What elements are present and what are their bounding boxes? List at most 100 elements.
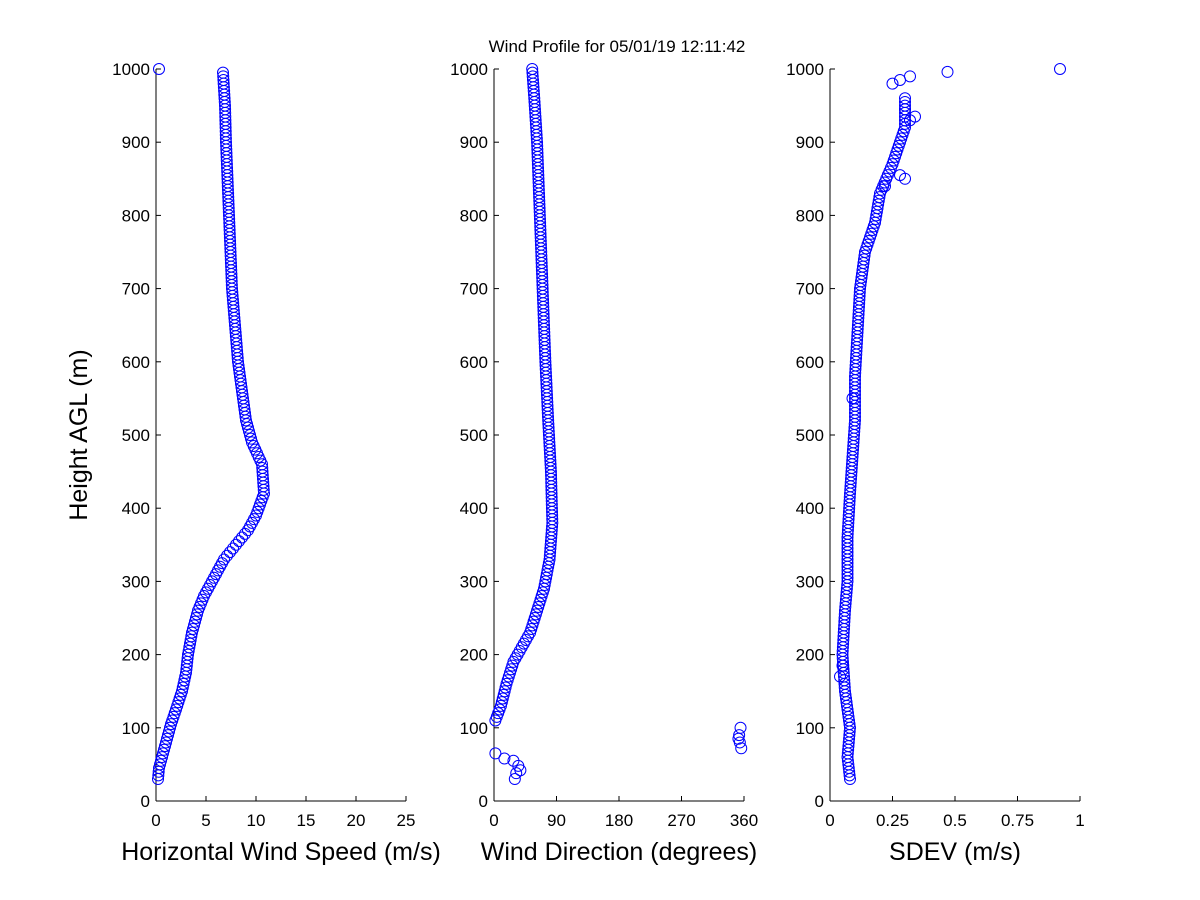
x-tick-label: 0: [151, 811, 160, 830]
x-tick-label: 10: [247, 811, 266, 830]
data-point: [161, 732, 173, 745]
data-point: [872, 194, 885, 207]
data-point: [157, 747, 169, 760]
y-tick-label: 400: [460, 499, 488, 518]
data-point: [735, 742, 748, 755]
data-point: [899, 103, 911, 116]
data-point: [886, 77, 899, 90]
y-tick-label: 600: [122, 353, 150, 372]
data-point: [498, 685, 511, 698]
data-point: [734, 721, 747, 734]
y-tick-label: 700: [122, 280, 150, 299]
data-point: [217, 73, 230, 86]
y-tick-label: 900: [460, 133, 488, 152]
data-point: [526, 70, 539, 83]
data-point: [163, 725, 175, 738]
y-axis-label: Height AGL (m): [65, 349, 93, 520]
data-point: [188, 619, 200, 632]
data-point: [164, 721, 176, 734]
panel-direction: 0 90 180 270 360 0 100 200 300 400 500 600 700 800 900…: [450, 60, 758, 866]
data-point: [495, 696, 508, 709]
data-point: [187, 622, 199, 635]
y-tick-label: 400: [122, 499, 150, 518]
y-tick-label: 600: [460, 353, 488, 372]
data-point: [909, 110, 921, 123]
data-point: [510, 767, 523, 780]
data-point: [494, 699, 507, 712]
data-point: [245, 432, 257, 445]
data-point: [873, 191, 886, 204]
data-point: [224, 546, 236, 559]
data-point: [899, 95, 911, 108]
y-tick-label: 200: [796, 646, 824, 665]
data-point: [153, 63, 165, 75]
y-tick-label: 500: [460, 426, 488, 445]
data-point: [190, 612, 202, 624]
x-tick-label: 1: [1075, 811, 1084, 830]
y-tick-label: 400: [796, 499, 824, 518]
data-point: [217, 70, 230, 83]
data-point: [217, 66, 229, 79]
data-point: [239, 527, 251, 540]
y-tick-label: 1000: [112, 60, 150, 79]
data-point: [256, 461, 269, 474]
data-point: [526, 66, 539, 79]
data-point: [858, 249, 871, 262]
x-tick-label: 90: [547, 811, 566, 830]
data-point: [246, 436, 258, 449]
data-point: [899, 99, 911, 112]
data-point: [241, 418, 253, 431]
y-tick-label: 800: [122, 206, 150, 225]
data-point: [155, 754, 167, 767]
data-point: [732, 732, 745, 745]
data-point: [236, 531, 248, 544]
figure-title: Wind Profile for 05/01/19 12:11:42: [489, 37, 746, 56]
data-point: [879, 180, 891, 193]
data-point: [185, 630, 198, 643]
y-tick-label: 900: [122, 133, 150, 152]
data-point: [489, 747, 502, 760]
panel-speed: 0 5 10 15 20 25 0 100 200 300 400 500 600 700 800 900 10…: [65, 60, 441, 866]
data-point: [244, 429, 256, 441]
data-point: [1054, 63, 1066, 75]
x-tick-label: 0: [489, 811, 498, 830]
y-tick-label: 900: [796, 133, 824, 152]
y-tick-label: 100: [796, 719, 824, 738]
data-point: [846, 392, 859, 405]
data-point: [733, 729, 746, 742]
y-tick-label: 700: [796, 280, 824, 299]
data-point: [941, 65, 954, 78]
data-point: [496, 692, 509, 705]
y-tick-label: 300: [796, 572, 824, 591]
data-point: [233, 535, 245, 548]
data-point: [834, 670, 846, 683]
x-tick-label: 15: [297, 811, 316, 830]
y-tick-label: 800: [460, 206, 488, 225]
data-point: [904, 70, 916, 83]
x-axis-label: Horizontal Wind Speed (m/s): [121, 838, 441, 866]
data-point: [899, 172, 911, 185]
panel-sdev: 0 0.25 0.5 0.75 1 0 100 200 300 400 500 600 700 800 90…: [786, 60, 1085, 866]
data-point: [156, 751, 168, 764]
x-tick-label: 5: [201, 811, 210, 830]
data-point: [498, 752, 511, 765]
y-tick-label: 200: [460, 646, 488, 665]
y-tick-label: 200: [122, 646, 150, 665]
data-point: [508, 773, 521, 786]
data-point: [497, 688, 510, 701]
y-tick-label: 1000: [450, 60, 488, 79]
data-point: [499, 681, 512, 694]
data-point: [158, 743, 170, 756]
y-tick-label: 100: [122, 719, 150, 738]
data-point: [227, 542, 239, 555]
y-tick-label: 800: [796, 206, 824, 225]
y-tick-label: 700: [460, 280, 488, 299]
y-tick-label: 300: [460, 572, 488, 591]
data-point: [191, 608, 203, 621]
x-tick-label: 0: [825, 811, 834, 830]
data-point: [526, 63, 539, 75]
series-sdev: [834, 63, 1066, 786]
data-point: [189, 615, 201, 628]
x-tick-label: 360: [730, 811, 758, 830]
